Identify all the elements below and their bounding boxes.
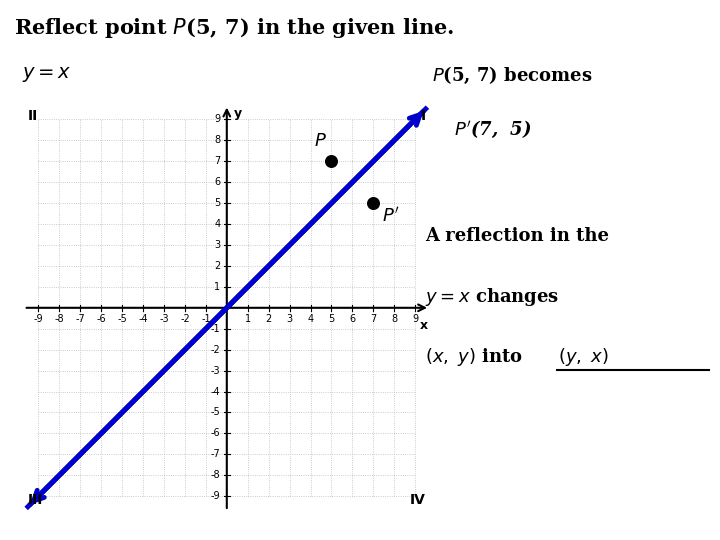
Text: II: II bbox=[28, 109, 38, 123]
Text: -2: -2 bbox=[180, 314, 190, 324]
Text: -4: -4 bbox=[211, 387, 220, 396]
Text: -7: -7 bbox=[76, 314, 85, 324]
Text: $\mathit{P}'$: $\mathit{P}'$ bbox=[382, 206, 399, 225]
Text: 2: 2 bbox=[266, 314, 272, 324]
Point bbox=[368, 199, 379, 207]
Text: 9: 9 bbox=[412, 314, 418, 324]
Text: -7: -7 bbox=[211, 449, 220, 460]
Text: 8: 8 bbox=[391, 314, 397, 324]
Text: -9: -9 bbox=[34, 314, 43, 324]
Text: -8: -8 bbox=[55, 314, 64, 324]
Text: $\mathit{P}$: $\mathit{P}$ bbox=[314, 132, 326, 150]
Text: 6: 6 bbox=[215, 177, 220, 187]
Text: -9: -9 bbox=[211, 491, 220, 501]
Text: -6: -6 bbox=[211, 428, 220, 438]
Text: -5: -5 bbox=[211, 408, 220, 417]
Text: I: I bbox=[420, 109, 426, 123]
Text: x: x bbox=[420, 319, 428, 332]
Point bbox=[325, 157, 337, 166]
Text: A reflection in the: A reflection in the bbox=[425, 227, 609, 245]
Text: 4: 4 bbox=[215, 219, 220, 229]
Text: $\mathit{P}$(5, 7) becomes: $\mathit{P}$(5, 7) becomes bbox=[432, 65, 593, 86]
Text: Reflect point $\mathit{P}$(5, 7) in the given line.: Reflect point $\mathit{P}$(5, 7) in the … bbox=[14, 16, 454, 40]
Text: IV: IV bbox=[410, 492, 426, 507]
Text: III: III bbox=[28, 492, 43, 507]
Text: 1: 1 bbox=[245, 314, 251, 324]
Text: 3: 3 bbox=[287, 314, 292, 324]
Text: 4: 4 bbox=[307, 314, 314, 324]
Text: -3: -3 bbox=[159, 314, 168, 324]
Text: -6: -6 bbox=[96, 314, 106, 324]
Text: 7: 7 bbox=[370, 314, 377, 324]
Text: -3: -3 bbox=[211, 366, 220, 376]
Text: 9: 9 bbox=[215, 114, 220, 124]
Text: 8: 8 bbox=[215, 136, 220, 145]
Text: -8: -8 bbox=[211, 470, 220, 480]
Text: $\mathit{P}'$(7,  5): $\mathit{P}'$(7, 5) bbox=[454, 119, 531, 140]
Text: $(\mathit{x},\ \mathit{y})$ into: $(\mathit{x},\ \mathit{y})$ into bbox=[425, 346, 530, 368]
Text: $\mathit{y} = \mathit{x}$ changes: $\mathit{y} = \mathit{x}$ changes bbox=[425, 286, 559, 308]
Text: -1: -1 bbox=[201, 314, 211, 324]
Text: 6: 6 bbox=[349, 314, 356, 324]
Text: $(\mathit{y},\ \mathit{x})$: $(\mathit{y},\ \mathit{x})$ bbox=[558, 346, 609, 368]
Text: y: y bbox=[234, 107, 242, 120]
Text: 5: 5 bbox=[215, 198, 220, 208]
Text: 2: 2 bbox=[215, 261, 220, 271]
Text: 5: 5 bbox=[328, 314, 335, 324]
Text: 7: 7 bbox=[215, 156, 220, 166]
Text: -5: -5 bbox=[117, 314, 127, 324]
Text: 3: 3 bbox=[215, 240, 220, 250]
Text: -1: -1 bbox=[211, 324, 220, 334]
Text: -4: -4 bbox=[138, 314, 148, 324]
Text: -2: -2 bbox=[211, 345, 220, 355]
Text: 1: 1 bbox=[215, 282, 220, 292]
Text: $\mathit{y} = \mathit{x}$: $\mathit{y} = \mathit{x}$ bbox=[22, 65, 71, 84]
